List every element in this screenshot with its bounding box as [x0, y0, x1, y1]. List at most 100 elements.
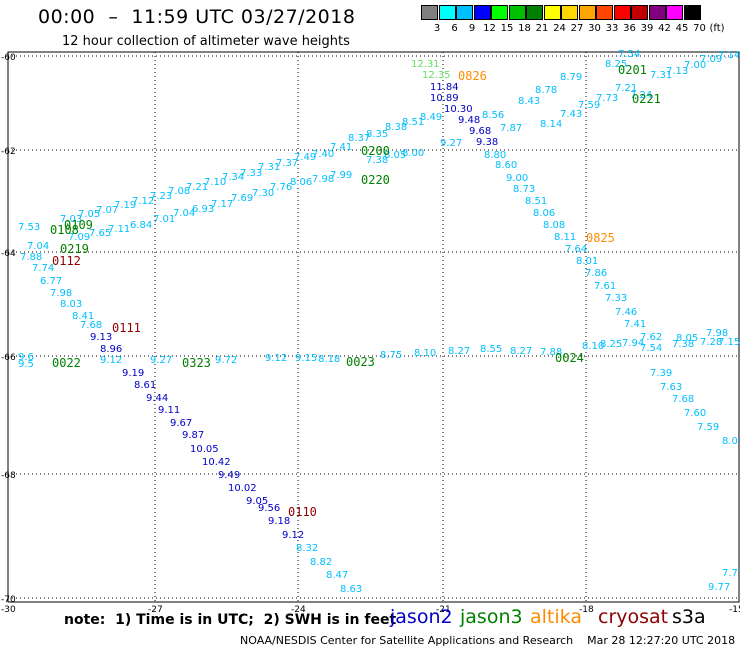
wave-height-value: 10.30: [444, 104, 473, 115]
wave-height-value: 7.59: [578, 100, 600, 111]
wave-height-value: 8.47: [326, 570, 348, 581]
wave-height-value: 7.86: [585, 268, 607, 279]
legend-label: 12: [483, 23, 496, 34]
wave-height-value: 7.69: [231, 193, 253, 204]
wave-height-value: 9.05: [246, 496, 268, 507]
wave-height-value: 7.11: [108, 224, 130, 235]
wave-height-value: 8.0: [722, 436, 738, 447]
wave-height-value: 7.43: [560, 109, 582, 120]
wave-height-value: 7.37: [276, 158, 298, 169]
wave-height-value: 7.31: [650, 70, 672, 81]
wave-height-value: 7.98: [706, 328, 728, 339]
wave-height-value: 7.7: [722, 568, 738, 579]
wave-height-value: 9.67: [170, 418, 192, 429]
legend-label: 9: [468, 23, 476, 34]
legend-swatch-6: [438, 5, 456, 20]
wave-height-value: 7.98: [50, 288, 72, 299]
legend-swatch-42: [648, 5, 666, 20]
legend-label: 36: [623, 23, 636, 34]
legend-unit: (ft): [709, 23, 725, 34]
wave-height-value: 8.11: [554, 232, 576, 243]
wave-height-value: 8.55: [480, 344, 502, 355]
wave-height-value: 8.32: [296, 543, 318, 554]
lat-label: -62: [1, 147, 16, 157]
legend-label: 39: [640, 23, 654, 34]
page-title: 00:00 – 11:59 UTC 03/27/2018: [38, 6, 356, 28]
legend-swatch-27: [561, 5, 578, 20]
lon-label: -21: [436, 605, 451, 615]
wave-height-value: 7.64: [565, 244, 587, 255]
wave-height-value: 7.05: [78, 209, 100, 220]
wave-height-value: 7.07: [96, 205, 118, 216]
wave-height-value: 8.37: [348, 133, 370, 144]
wave-height-value: 8.82: [310, 557, 332, 568]
lon-label: -30: [1, 605, 16, 615]
wave-height-value: 7.40: [312, 149, 334, 160]
legend-label: 30: [588, 23, 601, 34]
pass-time-label: 0112: [52, 254, 81, 268]
wave-height-value: 7.99: [330, 170, 352, 181]
wave-height-value: 7.98: [312, 174, 334, 185]
wave-height-value: 8.43: [518, 96, 540, 107]
wave-height-value: 8.61: [134, 380, 156, 391]
wave-height-value: 7.33: [605, 293, 627, 304]
legend-swatch-12: [473, 5, 491, 20]
legend-label: 18: [518, 23, 531, 34]
legend-label: 24: [553, 23, 566, 34]
wave-height-value: 7.13: [666, 66, 688, 77]
lon-label: -24: [291, 605, 306, 615]
pass-time-label: 0023: [346, 355, 375, 369]
wave-height-value: 7.87: [500, 123, 522, 134]
pass-time-label: 0110: [288, 505, 317, 519]
wave-height-value: 8.75: [380, 350, 402, 361]
wave-height-value: 7.88: [20, 252, 42, 263]
lon-label: -27: [148, 605, 163, 615]
legend-swatch-15: [491, 5, 508, 20]
pass-time-label: 0826: [458, 69, 487, 83]
legend-swatch-18: [508, 5, 526, 20]
wave-height-value: 9.11: [158, 405, 180, 416]
wave-height-value: 7.94: [622, 338, 644, 349]
pass-time-label: 0109: [64, 218, 93, 232]
wave-height-value: 7.30: [252, 188, 274, 199]
wave-height-value: 7.09: [68, 232, 90, 243]
wave-height-value: 7.10: [204, 177, 226, 188]
pass-time-label: 0219: [60, 242, 89, 256]
legend-label: 70: [693, 23, 706, 34]
wave-height-value: 7.46: [615, 307, 637, 318]
wave-height-value: 10.42: [202, 457, 231, 468]
wave-height-value: 12.31: [411, 59, 440, 70]
lat-label: -66: [1, 353, 16, 363]
wave-height-value: 8.06: [290, 177, 312, 188]
pass-time-label: 0111: [112, 321, 141, 335]
wave-height-value: 7.15: [718, 337, 740, 348]
wave-height-value: 7.54: [618, 49, 640, 60]
wave-height-value: 7.59: [697, 422, 719, 433]
wave-height-value: 8.27: [510, 346, 532, 357]
pass-time-label: 0825: [586, 231, 615, 245]
wave-height-value: 7.39: [650, 368, 672, 379]
lon-label: -15: [729, 605, 740, 615]
credit-line: NOAA/NESDIS Center for Satellite Applica…: [240, 634, 736, 647]
wave-height-value: 9.48: [458, 115, 480, 126]
wave-height-value: 7.68: [672, 394, 694, 405]
wave-height-value: 8.27: [448, 346, 470, 357]
wave-height-value: 9.19: [122, 368, 144, 379]
wave-height-value: 7.49: [294, 152, 316, 163]
wave-height-value: 9.44: [146, 393, 168, 404]
wave-height-value: 8.51: [525, 196, 547, 207]
wave-height-value: 9.6: [18, 352, 34, 363]
wave-height-value: 11.84: [430, 82, 459, 93]
wave-height-value: 7.23: [150, 191, 172, 202]
wave-height-value: 6.77: [40, 276, 62, 287]
legend-label: 27: [570, 23, 584, 34]
wave-height-value: 7.60: [684, 408, 706, 419]
wave-height-value: 8.05: [676, 333, 698, 344]
wave-height-value: 7.33: [240, 168, 262, 179]
wave-height-value: 8.49: [420, 112, 442, 123]
wave-height-value: 9.12: [282, 530, 304, 541]
legend-swatch-21: [526, 5, 543, 20]
wave-height-value: 7.14: [718, 50, 740, 61]
wave-height-value: 7.63: [660, 382, 682, 393]
wave-height-value: 8.80: [484, 150, 506, 161]
